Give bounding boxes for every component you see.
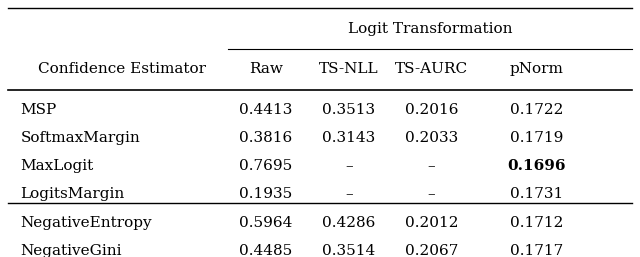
Text: –: – [345, 188, 353, 201]
Text: –: – [428, 188, 435, 201]
Text: MaxLogit: MaxLogit [20, 159, 93, 173]
Text: 0.1719: 0.1719 [510, 131, 563, 145]
Text: 0.1717: 0.1717 [510, 244, 563, 257]
Text: TS-NLL: TS-NLL [319, 62, 378, 76]
Text: MSP: MSP [20, 103, 57, 117]
Text: Logit Transformation: Logit Transformation [348, 22, 512, 36]
Text: NegativeEntropy: NegativeEntropy [20, 216, 152, 230]
Text: 0.1722: 0.1722 [510, 103, 563, 117]
Text: Confidence Estimator: Confidence Estimator [38, 62, 207, 76]
Text: SoftmaxMargin: SoftmaxMargin [20, 131, 140, 145]
Text: 0.7695: 0.7695 [239, 159, 292, 173]
Text: 0.3514: 0.3514 [322, 244, 375, 257]
Text: 0.3513: 0.3513 [322, 103, 375, 117]
Text: 0.1935: 0.1935 [239, 188, 292, 201]
Text: NegativeGini: NegativeGini [20, 244, 122, 257]
Text: TS-AURC: TS-AURC [395, 62, 468, 76]
Text: 0.1731: 0.1731 [510, 188, 563, 201]
Text: –: – [345, 159, 353, 173]
Text: 0.4286: 0.4286 [322, 216, 376, 230]
Text: 0.3816: 0.3816 [239, 131, 292, 145]
Text: 0.4485: 0.4485 [239, 244, 292, 257]
Text: 0.2033: 0.2033 [405, 131, 458, 145]
Text: LogitsMargin: LogitsMargin [20, 188, 125, 201]
Text: 0.2067: 0.2067 [405, 244, 458, 257]
Text: Raw: Raw [249, 62, 283, 76]
Text: 0.1696: 0.1696 [508, 159, 566, 173]
Text: pNorm: pNorm [509, 62, 564, 76]
Text: 0.2016: 0.2016 [404, 103, 458, 117]
Text: 0.1712: 0.1712 [510, 216, 563, 230]
Text: 0.4413: 0.4413 [239, 103, 292, 117]
Text: –: – [428, 159, 435, 173]
Text: 0.3143: 0.3143 [322, 131, 375, 145]
Text: 0.5964: 0.5964 [239, 216, 292, 230]
Text: 0.2012: 0.2012 [404, 216, 458, 230]
